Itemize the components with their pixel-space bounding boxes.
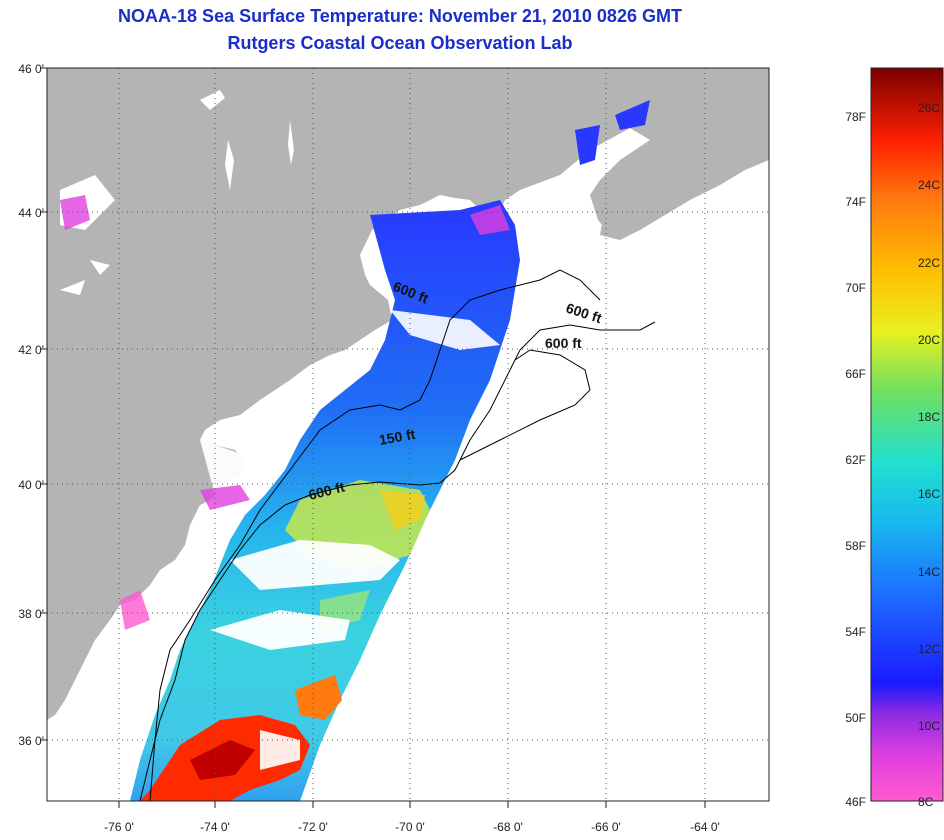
lat-label: 44 0' [18,206,44,220]
colorbar [870,67,944,802]
depth-label: 600 ft [545,335,582,351]
map-title: NOAA-18 Sea Surface Temperature: Novembe… [118,6,682,26]
land-nova-scotia [600,110,769,240]
depth-contour-600ft [139,321,656,801]
lat-label: 42 0' [18,343,44,357]
lat-label: 40 0' [18,478,44,492]
colorbar-label-f: 50F [845,711,866,725]
lon-label: -72 0' [298,820,328,834]
colorbar-label-c: 22C [918,256,941,270]
depth-label: 150 ft [378,426,417,448]
graticule [47,68,769,801]
lat-label: 46 0' [18,62,44,76]
colorbar-label-c: 18C [918,410,941,424]
colorbar-label-c: 24C [918,178,941,192]
map-subtitle: Rutgers Coastal Ocean Observation Lab [227,33,573,53]
colorbar-label-c: 26C [918,101,941,115]
lon-label: -68 0' [493,820,523,834]
colorbar-label-f: 70F [845,281,866,295]
lon-label: -74 0' [200,820,230,834]
land-cloud-patch [200,90,225,110]
colorbar-label-f: 78F [845,110,866,124]
colorbar-label-c: 10C [918,719,941,733]
colorbar-label-c: 14C [918,565,941,579]
colorbar-label-f: 62F [845,453,866,467]
colorbar-label-c: 12C [918,642,941,656]
lon-label: -76 0' [104,820,134,834]
map-frame [46,67,770,802]
depth-contour-150ft [149,269,601,801]
lon-label: -66 0' [591,820,621,834]
colorbar-label-f: 66F [845,367,866,381]
colorbar-label-f: 54F [845,625,866,639]
colorbar-label-f: 46F [845,795,866,809]
colorbar-label-f: 74F [845,195,866,209]
colorbar-label-c: 20C [918,333,941,347]
lon-label: -70 0' [395,820,425,834]
lat-label: 36 0' [18,734,44,748]
colorbar-label-f: 58F [845,539,866,553]
lat-label: 38 0' [18,607,44,621]
colorbar-label-c: 16C [918,487,941,501]
colorbar-label-c: 8C [918,795,934,809]
land-north-america [47,68,769,720]
lon-label: -64 0' [690,820,720,834]
